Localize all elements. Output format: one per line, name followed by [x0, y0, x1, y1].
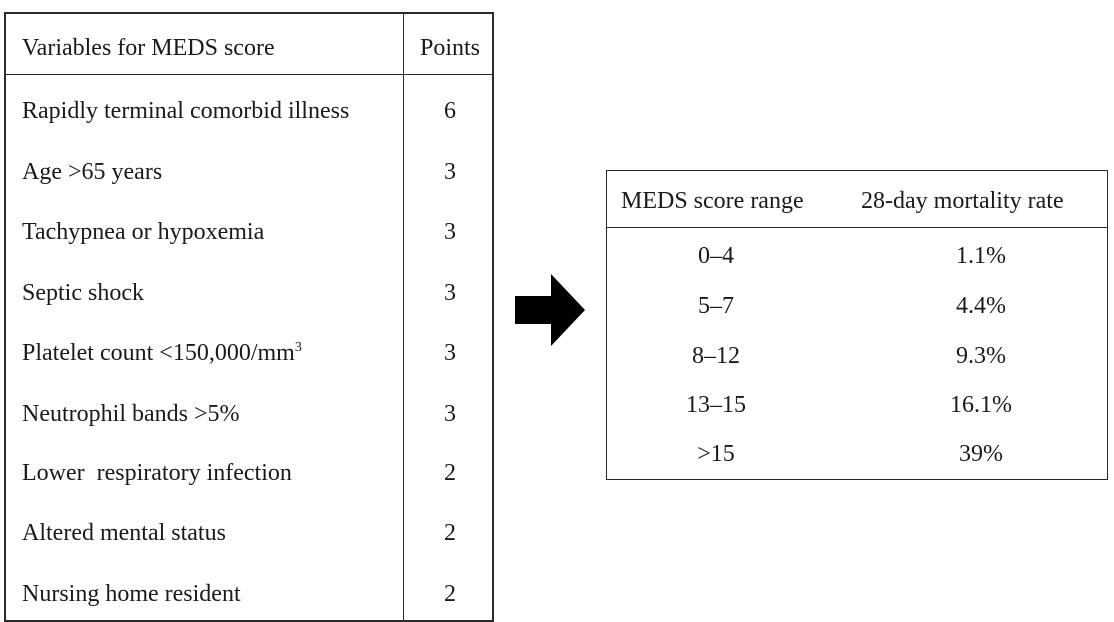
variable-cell: Platelet count <150,000/mm3 [22, 340, 302, 366]
points-cell: 2 [444, 581, 456, 607]
mortality-rate-cell: 9.3% [956, 343, 1006, 369]
variable-cell: Septic shock [22, 280, 144, 306]
mortality-rate-cell: 1.1% [956, 243, 1006, 269]
superscript: 3 [294, 340, 302, 355]
score-range-cell: 5–7 [698, 293, 734, 319]
points-cell: 3 [444, 401, 456, 427]
mortality-rate-header: 28-day mortality rate [861, 188, 1064, 214]
points-header: Points [419, 35, 481, 61]
score-range-header: MEDS score range [621, 188, 804, 214]
table-header: Variables for MEDS score Points [6, 14, 492, 75]
mortality-rate-table: MEDS score range 28-day mortality rate 0… [606, 170, 1108, 480]
variable-cell: Age >65 years [22, 159, 163, 185]
score-range-cell: 0–4 [698, 243, 734, 269]
score-range-cell: 8–12 [692, 343, 740, 369]
variable-cell: Neutrophil bands >5% [22, 401, 240, 427]
variable-text: Platelet count <150,000/mm [22, 340, 295, 366]
variables-header: Variables for MEDS score [22, 35, 275, 61]
points-cell: 6 [444, 98, 456, 124]
right-arrow-icon [515, 274, 585, 346]
points-cell: 2 [444, 520, 456, 546]
points-cell: 2 [444, 460, 456, 486]
variable-cell: Rapidly terminal comorbid illness [22, 98, 350, 124]
points-cell: 3 [444, 280, 456, 306]
points-cell: 3 [444, 340, 456, 366]
mortality-rate-cell: 39% [959, 441, 1003, 467]
meds-variables-table: Variables for MEDS score Points Rapidly … [4, 12, 494, 622]
score-range-cell: >15 [697, 441, 735, 467]
points-cell: 3 [444, 159, 456, 185]
variable-cell: Lower respiratory infection [22, 460, 292, 486]
variable-cell: Tachypnea or hypoxemia [22, 219, 265, 245]
variable-cell: Nursing home resident [22, 581, 241, 607]
column-divider [403, 14, 404, 620]
mortality-rate-cell: 16.1% [950, 392, 1012, 418]
mortality-rate-cell: 4.4% [956, 293, 1006, 319]
variable-cell: Altered mental status [22, 520, 226, 546]
points-cell: 3 [444, 219, 456, 245]
table-header: MEDS score range 28-day mortality rate [607, 171, 1107, 228]
score-range-cell: 13–15 [686, 392, 746, 418]
